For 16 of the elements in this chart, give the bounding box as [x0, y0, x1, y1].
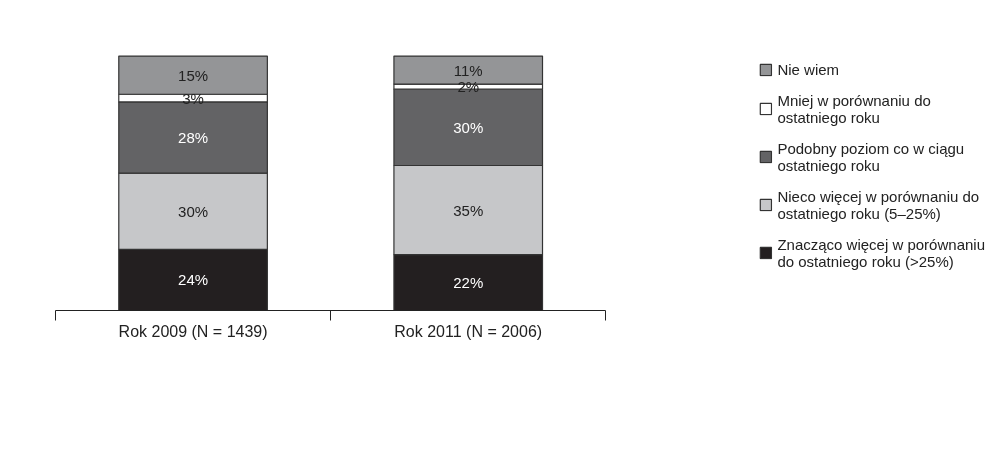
data-label: 15% [178, 66, 209, 84]
legend-label: Podobny poziom co w ciągu ostatniego roku [777, 139, 965, 174]
data-label: 2% [457, 78, 480, 96]
legend-label: Nieco więcej w porównaniu do ostatniego roku (5–25%) [777, 187, 980, 222]
data-label: 35% [453, 201, 484, 219]
data-label: 11% [453, 61, 483, 79]
x-tick-label: Rok 2009 (N = 1439) [118, 322, 268, 340]
x-tick-label: Rok 2011 (N = 2006) [394, 322, 543, 340]
legend-label: Znacząco więcej w porównaniu do ostatniego roku (>25%) [777, 235, 985, 270]
legend-label: Nie wiem [777, 60, 840, 78]
data-label: 30% [453, 118, 484, 136]
data-label: 24% [178, 271, 209, 289]
data-label: 28% [178, 129, 209, 147]
data-label: 30% [178, 202, 209, 220]
data-label: 22% [453, 274, 484, 292]
legend-label: Mniej w porównaniu do ostatniego roku [777, 91, 931, 126]
